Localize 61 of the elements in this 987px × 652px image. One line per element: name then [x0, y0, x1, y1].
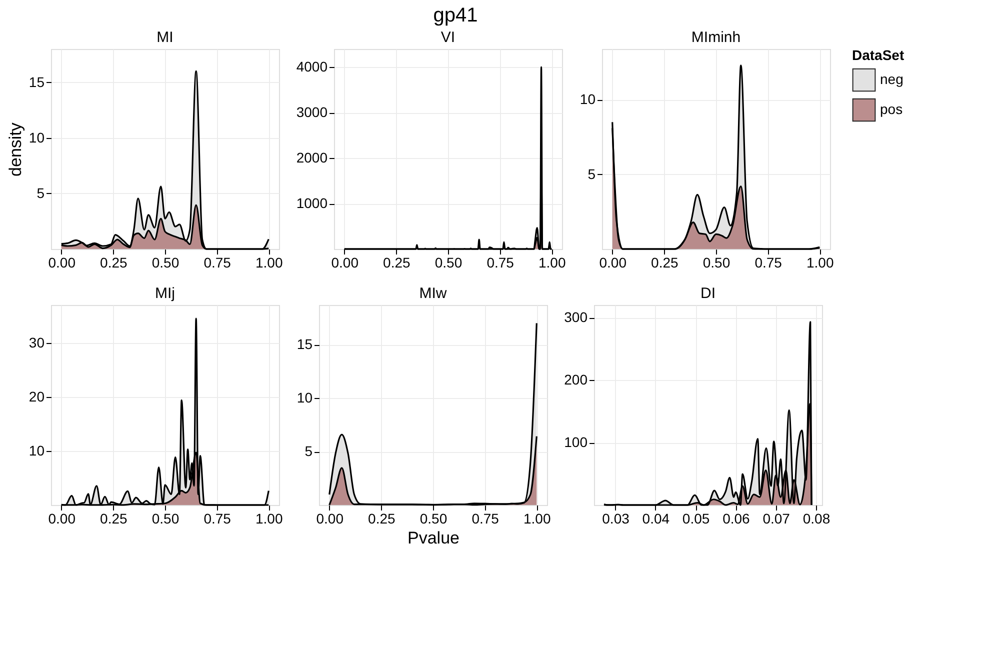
y-tick-label: 3000 [296, 104, 328, 120]
x-tick-label: 0.06 [722, 510, 750, 526]
y-tick-label: 20 [28, 388, 45, 404]
y-tick-label: 10 [296, 390, 313, 406]
chart-title: MIw [419, 285, 447, 302]
x-tick-label: 0.25 [368, 510, 396, 526]
text: gp41 [433, 4, 478, 26]
y-tick-label: 5 [304, 443, 313, 460]
x-tick-label: 0.50 [702, 254, 730, 270]
x-tick-label: 0.04 [642, 510, 670, 526]
y-tick-label: 30 [28, 334, 45, 350]
x-tick-label: 1.00 [256, 254, 283, 270]
x-tick-label: 0.00 [331, 254, 359, 270]
x-tick-label: 0.00 [316, 510, 344, 526]
legend-title: DataSet [852, 47, 904, 63]
y-tick-label: 4000 [296, 58, 328, 75]
y-tick-label: 5 [36, 184, 45, 201]
y-tick-label: 2000 [296, 150, 328, 166]
x-tick-label: 0.75 [486, 254, 514, 270]
x-axis-title: Pvalue [408, 528, 460, 548]
x-tick-label: 0.25 [100, 510, 128, 526]
x-tick-label: 1.00 [538, 254, 566, 270]
chart-title: MIminh [691, 29, 741, 46]
x-tick-label: 1.00 [256, 510, 283, 526]
y-tick-label: 1000 [296, 195, 328, 212]
y-tick-label: 200 [564, 372, 588, 388]
x-tick-label: 1.00 [524, 510, 551, 526]
y-tick-label: 300 [564, 309, 588, 325]
chart-title: MIj [155, 285, 175, 302]
x-tick-label: 0.75 [204, 254, 232, 270]
x-tick-label: 0.08 [802, 510, 830, 526]
x-tick-label: 0.75 [754, 254, 782, 270]
x-tick-label: 0.50 [152, 510, 180, 526]
x-tick-label: 0.00 [48, 510, 76, 526]
x-tick-label: 0.07 [762, 510, 790, 526]
x-tick-label: 0.25 [651, 254, 679, 270]
y-tick-label: 5 [588, 166, 596, 182]
x-tick-label: 0.50 [420, 510, 448, 526]
chart-title: VI [440, 29, 456, 46]
y-tick-label: 15 [296, 336, 313, 352]
x-tick-label: 0.00 [48, 254, 76, 270]
chart-title: DI [700, 285, 716, 302]
x-tick-label: 0.50 [152, 254, 180, 270]
chart-title: MI [156, 29, 174, 46]
y-tick-label: 10 [28, 442, 45, 458]
x-tick-label: 0.75 [472, 510, 500, 526]
y-tick-label: 100 [564, 434, 588, 450]
x-tick-label: 0.03 [602, 510, 630, 526]
x-tick-label: 0.05 [682, 510, 710, 526]
x-tick-label: 0.00 [599, 254, 627, 270]
x-tick-label: 0.25 [100, 254, 128, 270]
legend-label: neg [880, 71, 904, 87]
x-tick-label: 1.00 [806, 254, 834, 270]
y-tick-label: 15 [28, 74, 45, 90]
x-tick-label: 0.25 [383, 254, 411, 270]
y-tick-label: 10 [28, 129, 45, 146]
x-tick-label: 0.50 [434, 254, 462, 270]
legend-label: pos [880, 101, 903, 117]
y-axis-title: density [6, 122, 25, 176]
x-tick-label: 0.75 [204, 510, 232, 526]
y-tick-label: 10 [580, 91, 596, 108]
